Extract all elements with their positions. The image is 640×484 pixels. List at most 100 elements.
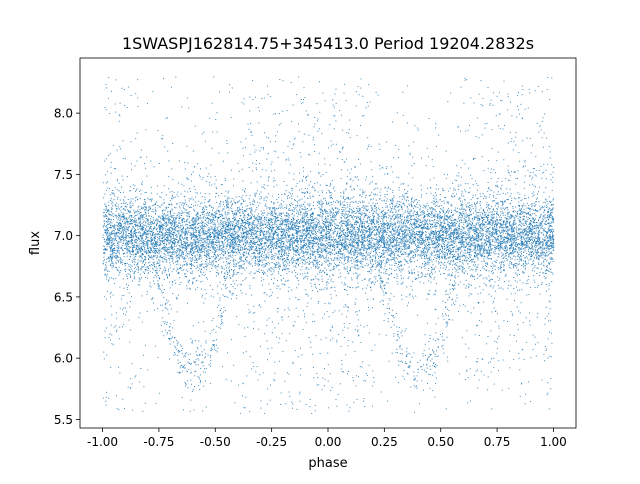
data-point: [241, 230, 243, 232]
data-point: [114, 233, 116, 235]
data-point: [517, 329, 519, 331]
data-point: [106, 239, 108, 241]
data-point: [393, 335, 395, 337]
data-point: [505, 275, 507, 277]
data-point: [175, 297, 177, 298]
data-point: [529, 92, 531, 94]
data-point: [488, 270, 490, 272]
data-point: [136, 132, 138, 134]
data-point: [551, 272, 553, 274]
data-point: [381, 211, 383, 213]
data-point: [453, 225, 455, 227]
data-point: [550, 201, 552, 202]
data-point: [268, 234, 270, 236]
data-point: [202, 222, 203, 224]
data-point: [358, 94, 360, 96]
data-point: [255, 371, 257, 373]
data-point: [375, 211, 377, 213]
data-point: [221, 315, 223, 317]
data-point: [520, 244, 522, 246]
data-point: [332, 266, 334, 268]
data-point: [201, 223, 202, 225]
data-point: [484, 246, 486, 248]
data-point: [139, 190, 140, 192]
data-point: [190, 245, 192, 247]
data-point: [166, 259, 168, 261]
data-point: [356, 251, 358, 253]
data-point: [459, 267, 461, 269]
data-point: [194, 237, 196, 239]
data-point: [391, 309, 393, 311]
data-point: [478, 302, 479, 304]
data-point: [420, 231, 422, 232]
data-point: [186, 191, 188, 193]
data-point: [173, 354, 175, 356]
data-point: [420, 235, 422, 237]
data-point: [245, 351, 247, 353]
data-point: [511, 314, 513, 316]
data-point: [338, 310, 340, 312]
data-point: [239, 215, 241, 217]
data-point: [366, 220, 368, 222]
data-point: [504, 229, 506, 231]
data-point: [288, 309, 290, 311]
data-point: [525, 267, 526, 269]
data-point: [468, 214, 470, 216]
data-point: [529, 253, 531, 255]
data-point: [384, 284, 386, 286]
data-point: [550, 214, 552, 216]
data-point: [485, 226, 487, 228]
data-point: [148, 224, 150, 226]
data-point: [256, 270, 258, 272]
data-point: [151, 221, 153, 223]
data-point: [297, 236, 299, 238]
data-point: [364, 233, 365, 235]
data-point: [225, 179, 227, 181]
data-point: [159, 224, 160, 226]
data-point: [202, 232, 204, 234]
data-point: [493, 367, 495, 369]
data-point: [259, 239, 261, 241]
data-point: [155, 228, 157, 230]
data-point: [251, 134, 253, 136]
data-point: [370, 281, 372, 283]
data-point: [206, 224, 208, 226]
data-point: [263, 209, 265, 211]
data-point: [239, 209, 241, 211]
data-point: [334, 310, 336, 312]
data-point: [158, 216, 159, 218]
data-point: [246, 208, 248, 210]
data-point: [341, 364, 343, 366]
data-point: [320, 236, 321, 238]
data-point: [287, 307, 289, 309]
data-point: [375, 227, 377, 229]
data-point: [116, 408, 118, 410]
data-point: [230, 256, 232, 258]
data-point: [315, 257, 317, 259]
data-point: [301, 245, 303, 247]
data-point: [289, 209, 291, 211]
data-point: [510, 236, 512, 238]
data-point: [448, 319, 450, 321]
data-point: [333, 245, 335, 247]
data-point: [376, 249, 377, 250]
data-point: [528, 212, 530, 214]
data-point: [403, 236, 405, 238]
data-point: [520, 222, 522, 224]
data-point: [310, 171, 312, 173]
data-point: [496, 216, 498, 218]
data-point: [103, 252, 104, 254]
data-point: [539, 271, 541, 273]
data-point: [392, 224, 394, 225]
data-point: [383, 225, 385, 227]
data-point: [411, 271, 413, 273]
data-point: [452, 269, 454, 271]
data-point: [215, 232, 217, 234]
data-point: [425, 258, 427, 260]
data-point: [459, 239, 461, 241]
data-point: [201, 231, 203, 233]
data-point: [299, 205, 301, 207]
data-point: [445, 230, 447, 232]
data-point: [288, 248, 290, 250]
data-point: [205, 181, 207, 182]
